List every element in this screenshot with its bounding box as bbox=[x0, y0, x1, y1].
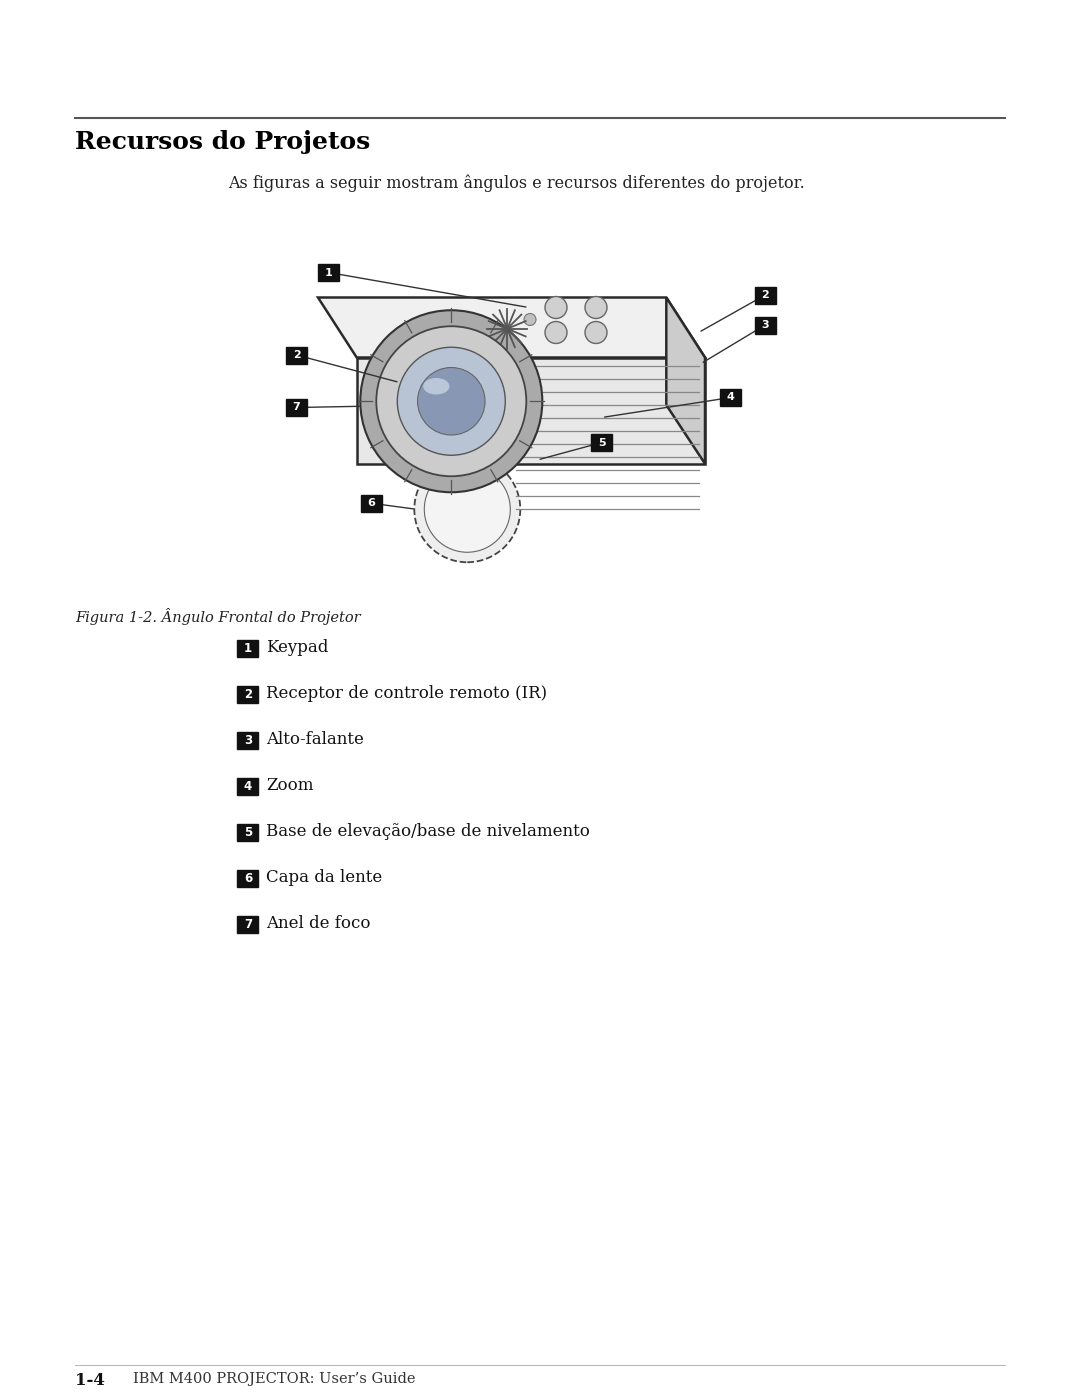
Text: Capa da lente: Capa da lente bbox=[266, 869, 382, 887]
Text: 2: 2 bbox=[761, 291, 769, 300]
Text: IBM M400 PROJECTOR: User’s Guide: IBM M400 PROJECTOR: User’s Guide bbox=[133, 1372, 416, 1386]
FancyBboxPatch shape bbox=[286, 400, 307, 416]
Text: Anel de foco: Anel de foco bbox=[266, 915, 370, 933]
Text: Alto-falante: Alto-falante bbox=[266, 732, 364, 749]
Text: 4: 4 bbox=[727, 393, 734, 402]
FancyBboxPatch shape bbox=[237, 686, 257, 703]
Text: 1-4: 1-4 bbox=[75, 1372, 105, 1389]
Circle shape bbox=[545, 321, 567, 344]
Text: As figuras a seguir mostram ângulos e recursos diferentes do projetor.: As figuras a seguir mostram ângulos e re… bbox=[228, 175, 805, 193]
Text: 5: 5 bbox=[244, 826, 252, 838]
Text: 3: 3 bbox=[761, 320, 769, 330]
FancyBboxPatch shape bbox=[286, 346, 307, 363]
FancyBboxPatch shape bbox=[755, 286, 775, 303]
Text: 4: 4 bbox=[244, 780, 252, 792]
FancyBboxPatch shape bbox=[755, 317, 775, 334]
Circle shape bbox=[585, 321, 607, 344]
Circle shape bbox=[376, 327, 526, 476]
FancyBboxPatch shape bbox=[237, 823, 257, 841]
Text: Figura 1-2. Ângulo Frontal do Projetor: Figura 1-2. Ângulo Frontal do Projetor bbox=[75, 608, 361, 624]
Text: 2: 2 bbox=[244, 687, 252, 700]
Circle shape bbox=[524, 313, 536, 326]
Text: 6: 6 bbox=[244, 872, 252, 884]
FancyBboxPatch shape bbox=[237, 640, 257, 657]
Text: Zoom: Zoom bbox=[266, 778, 313, 795]
Text: 5: 5 bbox=[598, 437, 606, 447]
Text: 1: 1 bbox=[244, 641, 252, 655]
Text: Receptor de controle remoto (IR): Receptor de controle remoto (IR) bbox=[266, 686, 548, 703]
FancyBboxPatch shape bbox=[237, 915, 257, 933]
Polygon shape bbox=[666, 298, 705, 464]
Text: 7: 7 bbox=[244, 918, 252, 930]
Text: Recursos do Projetos: Recursos do Projetos bbox=[75, 130, 370, 154]
Circle shape bbox=[397, 348, 505, 455]
FancyBboxPatch shape bbox=[361, 495, 382, 511]
FancyBboxPatch shape bbox=[592, 434, 612, 451]
FancyBboxPatch shape bbox=[237, 778, 257, 795]
Circle shape bbox=[424, 467, 511, 552]
FancyBboxPatch shape bbox=[237, 732, 257, 749]
Text: 3: 3 bbox=[244, 733, 252, 746]
Text: Base de elevação/base de nivelamento: Base de elevação/base de nivelamento bbox=[266, 823, 590, 841]
Circle shape bbox=[585, 296, 607, 319]
FancyBboxPatch shape bbox=[319, 264, 339, 281]
Text: Keypad: Keypad bbox=[266, 640, 328, 657]
FancyBboxPatch shape bbox=[237, 869, 257, 887]
Ellipse shape bbox=[423, 379, 449, 394]
Circle shape bbox=[361, 310, 542, 492]
Text: 7: 7 bbox=[293, 402, 300, 412]
Polygon shape bbox=[318, 298, 705, 358]
Text: 1: 1 bbox=[325, 267, 333, 278]
FancyBboxPatch shape bbox=[720, 388, 741, 407]
Circle shape bbox=[545, 296, 567, 319]
Circle shape bbox=[418, 367, 485, 434]
Text: 6: 6 bbox=[367, 499, 375, 509]
Text: 2: 2 bbox=[293, 351, 300, 360]
Polygon shape bbox=[356, 358, 705, 464]
Circle shape bbox=[415, 457, 521, 562]
